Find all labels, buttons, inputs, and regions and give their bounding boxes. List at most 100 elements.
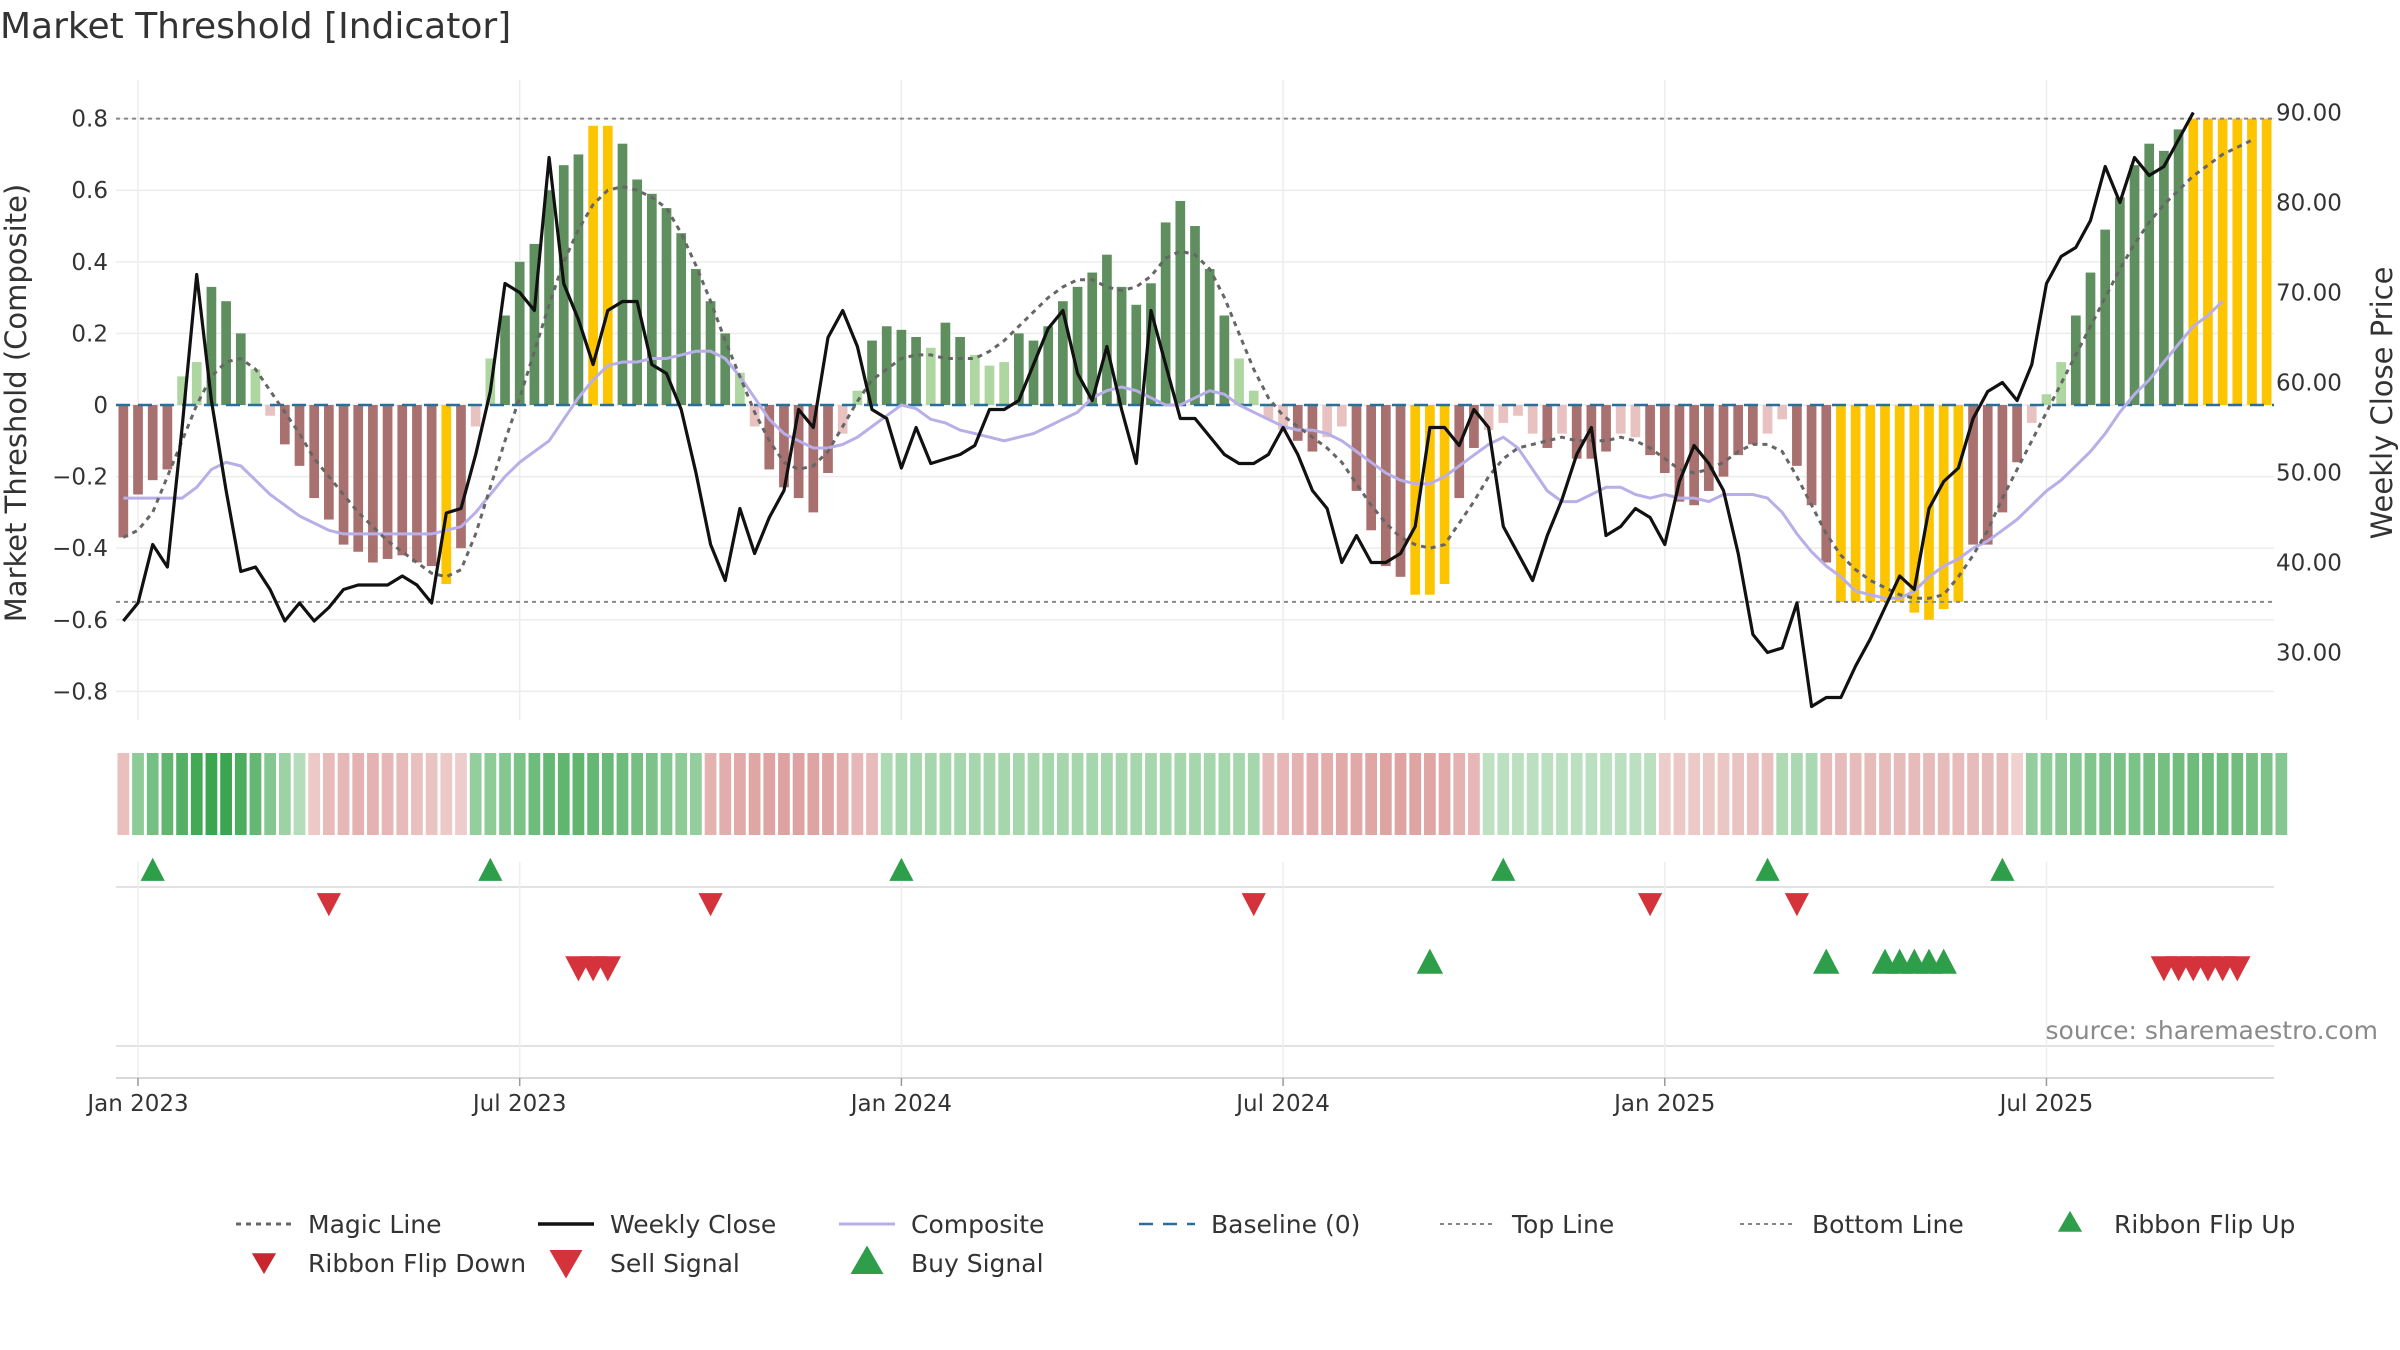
composite-bar-78 xyxy=(1263,405,1274,420)
ribbon-flip-up-marker-0 xyxy=(140,857,165,881)
ribbon-cell-122 xyxy=(1908,753,1921,835)
composite-bar-13 xyxy=(309,405,320,499)
composite-bar-22 xyxy=(441,405,452,584)
ribbon-cell-9 xyxy=(249,753,262,835)
ribbon-cell-10 xyxy=(264,753,277,835)
composite-bar-126 xyxy=(1968,405,1978,545)
composite-bar-83 xyxy=(1336,405,1347,427)
composite-bar-31 xyxy=(573,154,584,405)
ribbon-cell-89 xyxy=(1424,753,1436,835)
ribbon-flip-down-marker-1 xyxy=(698,893,723,917)
ribbon-cell-141 xyxy=(2187,753,2200,835)
composite-bar-116 xyxy=(1821,405,1832,563)
ribbon-cell-59 xyxy=(983,753,996,835)
composite-bar-9 xyxy=(250,369,261,405)
composite-bar-87 xyxy=(1395,405,1406,577)
ribbon-cell-66 xyxy=(1086,753,1099,835)
composite-bar-128 xyxy=(1997,405,2008,513)
composite-bar-33 xyxy=(602,125,613,405)
composite-bar-88 xyxy=(1410,405,1421,595)
ribbon-cell-7 xyxy=(220,753,232,835)
composite-bar-114 xyxy=(1792,405,1802,466)
composite-bar-105 xyxy=(1659,405,1670,474)
composite-bar-84 xyxy=(1351,405,1362,491)
ribbon-cell-92 xyxy=(1468,753,1480,835)
y-axis-label-left: Market Threshold (Composite) xyxy=(0,184,33,622)
composite-bar-54 xyxy=(911,336,921,405)
legend-item-8: Sell Signal xyxy=(549,1249,740,1279)
ribbon-cell-23 xyxy=(455,753,467,835)
ribbon-cell-127 xyxy=(1981,753,1994,835)
y2-tick-label-1: 80.00 xyxy=(2276,191,2342,217)
composite-bar-129 xyxy=(2012,405,2022,463)
legend-label-9: Buy Signal xyxy=(911,1249,1044,1278)
composite-bar-121 xyxy=(1894,405,1905,602)
ribbon-cell-99 xyxy=(1570,753,1583,835)
y-tick-label-7: −0.6 xyxy=(52,608,108,634)
composite-bar-70 xyxy=(1146,283,1156,405)
ribbon-cell-17 xyxy=(367,753,379,835)
x-tick-label-4: Jan 2025 xyxy=(1612,1091,1715,1117)
composite-bar-97 xyxy=(1542,405,1553,448)
legend-item-3: Baseline (0) xyxy=(1139,1210,1360,1239)
ribbon-cell-41 xyxy=(719,753,732,835)
composite-bar-131 xyxy=(2041,394,2052,405)
composite-bar-141 xyxy=(2188,118,2199,406)
ribbon-cell-93 xyxy=(1482,753,1495,835)
y-tick-label-5: −0.2 xyxy=(52,465,108,491)
composite-bar-92 xyxy=(1469,405,1479,448)
composite-bar-104 xyxy=(1645,405,1655,456)
legend-item-1: Weekly Close xyxy=(538,1210,776,1239)
ribbon-flip-up-marker-4 xyxy=(1755,857,1780,881)
ribbon-cell-31 xyxy=(572,753,585,835)
y-tick-label-2: 0.4 xyxy=(71,250,108,276)
ribbon-cell-48 xyxy=(822,753,834,835)
ribbon-cell-86 xyxy=(1379,753,1392,835)
legend-item-4: Top Line xyxy=(1440,1210,1614,1239)
ribbon-cell-11 xyxy=(278,753,291,835)
ribbon-cell-111 xyxy=(1746,753,1759,835)
ribbon-cell-56 xyxy=(939,753,952,835)
ribbon-cell-96 xyxy=(1526,753,1539,835)
ribbon-cell-100 xyxy=(1585,753,1598,835)
ribbon-cell-97 xyxy=(1541,753,1554,835)
composite-bar-86 xyxy=(1380,405,1391,567)
composite-bar-64 xyxy=(1058,301,1068,405)
ribbon-cell-104 xyxy=(1644,753,1656,835)
ribbon-cell-12 xyxy=(293,753,306,835)
composite-bar-46 xyxy=(793,405,804,499)
composite-bar-79 xyxy=(1278,405,1288,431)
ribbon-cell-38 xyxy=(675,753,688,835)
ribbon-cell-125 xyxy=(1952,753,1965,835)
ribbon-cell-124 xyxy=(1937,753,1950,835)
ribbon-cell-18 xyxy=(381,753,394,835)
composite-bar-50 xyxy=(852,390,863,405)
ribbon-cell-62 xyxy=(1027,753,1040,835)
ribbon-cell-39 xyxy=(689,753,702,835)
composite-bar-111 xyxy=(1748,405,1758,445)
ribbon-cell-24 xyxy=(469,753,482,835)
ribbon-cell-88 xyxy=(1409,753,1422,835)
ribbon-cell-25 xyxy=(484,753,497,835)
composite-bar-27 xyxy=(514,261,525,405)
composite-bar-44 xyxy=(764,405,775,470)
ribbon-cell-98 xyxy=(1556,753,1568,835)
ribbon-cell-130 xyxy=(2025,753,2038,835)
composite-bar-112 xyxy=(1762,405,1773,434)
ribbon-cell-101 xyxy=(1600,753,1612,835)
composite-bar-75 xyxy=(1219,315,1230,405)
ribbon-cell-136 xyxy=(2113,753,2126,835)
composite-bar-80 xyxy=(1292,405,1303,441)
legend-label-7: Ribbon Flip Down xyxy=(308,1249,526,1278)
legend-item-7: Ribbon Flip Down xyxy=(251,1249,526,1278)
ribbon-cell-145 xyxy=(2246,753,2258,835)
composite-bar-77 xyxy=(1248,390,1259,405)
ribbon-cell-108 xyxy=(1702,753,1715,835)
ribbon-flip-up-marker-5 xyxy=(1990,857,2015,881)
composite-bar-35 xyxy=(632,179,642,405)
composite-bar-67 xyxy=(1102,254,1112,405)
composite-bar-59 xyxy=(984,365,995,405)
ribbon-cell-70 xyxy=(1145,753,1157,835)
ribbon-cell-128 xyxy=(1996,753,2009,835)
y2-tick-label-2: 70.00 xyxy=(2276,281,2342,307)
